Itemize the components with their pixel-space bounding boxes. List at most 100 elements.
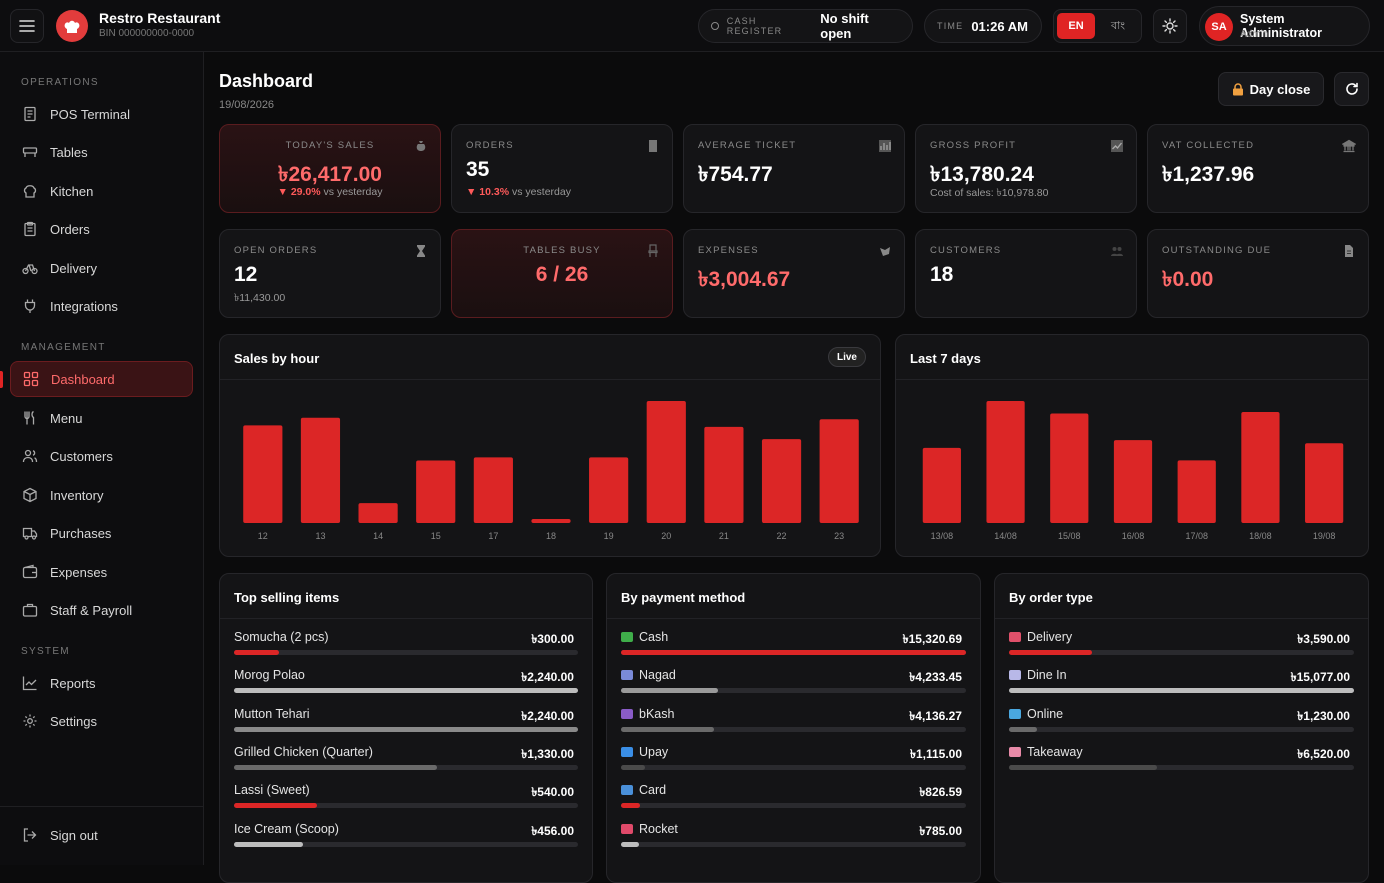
lang-bn-button[interactable]: বাং [1110, 19, 1126, 32]
cash-icon [621, 632, 633, 642]
sidebar-item-settings[interactable]: Settings [10, 703, 193, 739]
list-item-label: Card [639, 783, 667, 798]
online-icon [1009, 708, 1021, 719]
sidebar: OPERATIONS POS Terminal Tables Kitchen O… [0, 52, 204, 865]
payment-method-panel: By payment method Cash ৳15,320.69 Nagad ৳4,… [606, 573, 981, 883]
progress-fill [234, 803, 317, 809]
user-menu[interactable]: SA System Administrator Admin [1199, 6, 1370, 46]
kpi-card-average-ticket: AVERAGE TICKET ৳754.77 [683, 124, 905, 213]
list-item-label: Delivery [1027, 630, 1073, 644]
logout-icon [23, 828, 37, 842]
card-label: ORDERS [466, 140, 514, 151]
x-tick-label: 13 [315, 531, 325, 541]
card-value: ৳754.77 [698, 163, 773, 186]
briefcase-icon [22, 603, 38, 617]
kpi-card-outstanding-due: OUTSTANDING DUE ৳0.00 [1147, 229, 1369, 318]
list-item-label: Lassi (Sweet) [234, 783, 310, 798]
sidebar-item-label: Expenses [50, 564, 108, 580]
sidebar-item-reports[interactable]: Reports [10, 665, 193, 701]
card-label: GROSS PROFIT [930, 140, 1017, 151]
card-label: EXPENSES [698, 245, 759, 256]
sidebar-item-delivery[interactable]: Delivery [10, 250, 193, 286]
theme-toggle-button[interactable] [1153, 9, 1187, 43]
chair-icon [648, 244, 658, 257]
list-item-label: Morog Polao [234, 668, 305, 683]
list-item-label: Takeaway [1027, 744, 1083, 759]
kpi-card-tables-busy: TABLES BUSY 6 / 26 [451, 229, 673, 318]
x-tick-label: 13/08 [931, 531, 954, 541]
progress-track [621, 726, 966, 732]
card-sub: Cost of sales: ৳10,978.80 [930, 187, 1049, 199]
sign-out-button[interactable]: Sign out [10, 817, 193, 853]
sidebar-item-label: Inventory [50, 487, 104, 503]
progress-fill [621, 688, 718, 694]
x-tick-label: 14/08 [994, 531, 1017, 541]
progress-fill [1009, 764, 1158, 770]
cash-register-label: CASH REGISTER [726, 16, 783, 36]
document-icon [1345, 245, 1353, 257]
refresh-button[interactable] [1334, 72, 1369, 106]
user-role: Admin [1240, 29, 1269, 40]
progress-track [1009, 726, 1354, 732]
brand-title: Restro Restaurant [99, 10, 221, 26]
plug-icon [24, 299, 36, 313]
lang-en-button[interactable]: EN [1057, 13, 1095, 39]
list-item-name: Somucha (2 pcs) [234, 630, 328, 644]
day-close-button[interactable]: Day close [1218, 72, 1324, 106]
chart-bar [416, 460, 456, 523]
panel-title: Last 7 days [910, 351, 981, 366]
chef-hat-icon [23, 185, 37, 198]
card-value: ৳13,780.24 [930, 163, 1034, 186]
receipt-icon [24, 106, 36, 122]
truck-icon [22, 527, 38, 540]
panel-title: Sales by hour [234, 351, 320, 366]
list-item-name: Lassi (Sweet) [234, 783, 310, 797]
sidebar-item-pos-terminal[interactable]: POS Terminal [10, 96, 193, 132]
progress-fill [234, 688, 578, 694]
panel-divider [896, 379, 1368, 380]
list-item-label: Dine In [1027, 668, 1067, 683]
panel-divider [995, 618, 1368, 619]
sidebar-item-inventory[interactable]: Inventory [10, 477, 193, 513]
card-label: OUTSTANDING DUE [1162, 245, 1272, 256]
x-tick-label: 15/08 [1058, 531, 1081, 541]
progress-track [234, 764, 578, 770]
language-switcher: EN বাং [1053, 9, 1142, 43]
panel-title: Top selling items [234, 590, 340, 605]
x-tick-label: 18 [546, 531, 556, 541]
cash-register-status[interactable]: CASH REGISTER No shift open [698, 9, 913, 43]
sidebar-item-dashboard[interactable]: Dashboard [10, 361, 193, 397]
menu-toggle-button[interactable] [10, 9, 44, 43]
card-label: AVERAGE TICKET [698, 140, 797, 151]
section-system: SYSTEM [21, 646, 70, 657]
x-tick-label: 21 [719, 531, 729, 541]
sidebar-item-customers[interactable]: Customers [10, 438, 193, 474]
chart-bar [589, 457, 629, 523]
line-chart-icon [22, 676, 37, 691]
list-item-label: Upay [639, 744, 669, 759]
bar-chart-icon [879, 140, 891, 152]
sidebar-item-kitchen[interactable]: Kitchen [10, 173, 193, 209]
panel-divider [607, 618, 980, 619]
sidebar-item-staff-payroll[interactable]: Staff & Payroll [10, 592, 193, 628]
sidebar-item-purchases[interactable]: Purchases [10, 515, 193, 551]
sidebar-item-menu[interactable]: Menu [10, 400, 193, 436]
chef-hat-icon [64, 20, 80, 33]
bkash-icon [621, 708, 633, 719]
sidebar-item-tables[interactable]: Tables [10, 134, 193, 170]
chart-bar [243, 425, 283, 523]
clipboard-icon [24, 221, 36, 237]
chart-bar [1050, 413, 1089, 523]
sidebar-item-label: POS Terminal [50, 106, 130, 122]
chart-bar [819, 419, 859, 523]
list-item-value: ৳1,330.00 [521, 746, 574, 761]
list-item-label: Nagad [639, 668, 676, 683]
sidebar-item-orders[interactable]: Orders [10, 211, 193, 247]
list-item-label: Ice Cream (Scoop) [234, 821, 339, 836]
sidebar-item-expenses[interactable]: Expenses [10, 554, 193, 590]
sidebar-item-label: Dashboard [51, 371, 115, 387]
sidebar-item-integrations[interactable]: Integrations [10, 288, 193, 324]
list-item-value: ৳2,240.00 [521, 708, 574, 723]
list-item-name: Ice Cream (Scoop) [234, 822, 339, 836]
list-item-value: ৳300.00 [531, 632, 574, 646]
